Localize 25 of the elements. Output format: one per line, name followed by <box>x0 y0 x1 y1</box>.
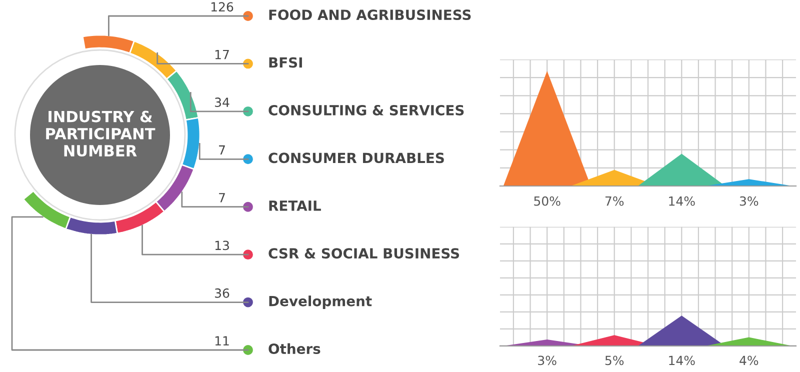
data-label: 7 <box>219 193 225 202</box>
category-label: Development <box>269 296 372 310</box>
data-label: 7% <box>605 196 624 206</box>
data-label: 13 <box>215 240 229 250</box>
data-label: 5% <box>605 356 624 366</box>
data-label: 50% <box>534 196 560 206</box>
text: INDUSTRY & PARTICIPANT NUMBER <box>46 110 156 157</box>
data-label: 3% <box>538 356 556 366</box>
category-label: Others <box>268 343 320 354</box>
data-label: 11 <box>215 336 229 346</box>
category-label: CSR & SOCIAL BUSINESS <box>268 248 460 259</box>
data-label: 4% <box>740 356 758 366</box>
data-label: 14% <box>669 356 695 366</box>
data-label: 17 <box>215 50 229 60</box>
category-label: CONSUMER DURABLES <box>268 152 444 164</box>
data-label: 3% <box>740 196 758 206</box>
category-label: BFSI <box>269 57 302 68</box>
data-label: 34 <box>215 98 230 108</box>
data-label: 126 <box>211 2 234 12</box>
category-label: FOOD AND AGRIBUSINESS <box>269 10 471 20</box>
data-label: 36 <box>215 288 230 298</box>
category-label: CONSULTING & SERVICES <box>268 104 464 116</box>
category-label: RETAIL <box>269 200 321 211</box>
data-label: 14% <box>669 196 695 206</box>
data-label: 7 <box>219 145 225 155</box>
